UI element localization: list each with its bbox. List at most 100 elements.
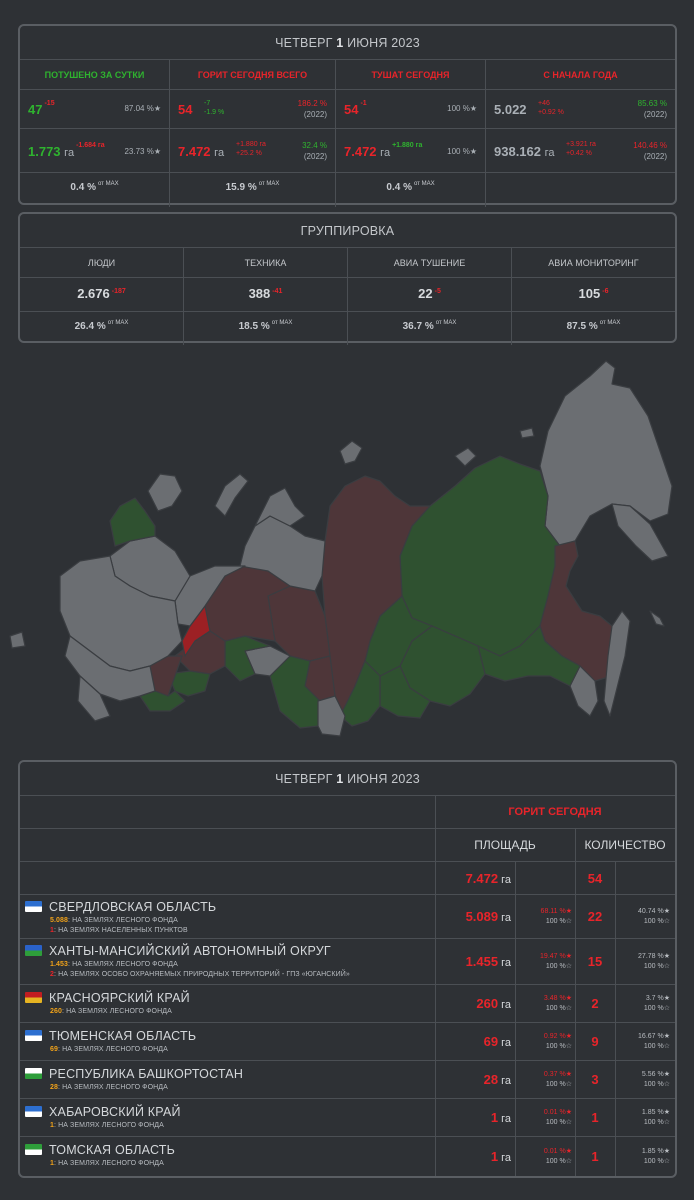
burning-pct-cell: 15.9 % от MAX (170, 173, 336, 207)
map-region-chukotka (539, 360, 673, 547)
header-aviation-firefighting: АВИА ТУШЕНИЕ (348, 248, 512, 278)
map-region-yamal-north (254, 487, 306, 527)
aviation-firefighting-count: 22 -5 (348, 276, 512, 312)
region-flag-icon (25, 1106, 42, 1117)
region-area: 1 га (490, 1149, 511, 1164)
people-count: 2.676 -187 (20, 276, 184, 312)
map-region-novaya-zemlya (214, 473, 249, 517)
region-count-pct: 1.85 %★ 100 %☆ (641, 1148, 670, 1165)
region-row[interactable]: ХАНТЫ-МАНСИЙСКИЙ АВТОНОМНЫЙ ОКРУГ 1.453: … (20, 938, 675, 984)
region-area: 1 га (490, 1110, 511, 1125)
regions-panel: ЧЕТВЕРГ 1 ИЮНЯ 2023 ГОРИТ СЕГОДНЯ ПЛОЩАД… (18, 760, 677, 1178)
region-flag-icon (25, 1144, 42, 1155)
map-region-tuva (339, 660, 381, 727)
aviation-firefighting-pct: 36.7 % от MAX (348, 312, 512, 345)
grouping-title: ГРУППИРОВКА (300, 224, 395, 238)
area-column-header: ПЛОЩАДЬ (474, 838, 536, 852)
region-area-pct: 3.48 %★ 100 %☆ (543, 995, 572, 1012)
extinguishing-area-cell: 7.472 га+1.880 га 100 %★ (336, 129, 486, 173)
region-count-pct: 5.56 %★ 100 %☆ (641, 1071, 670, 1088)
map-region-buryatia (379, 665, 431, 719)
header-people: ЛЮДИ (20, 248, 184, 278)
map-region-amur (477, 625, 581, 687)
map-region-kamchatka (611, 503, 669, 562)
region-count-pct: 40.74 %★ 100 %☆ (638, 908, 670, 925)
region-count: 1 (591, 1149, 599, 1164)
region-name: РЕСПУБЛИКА БАШКОРТОСТАН (49, 1067, 244, 1081)
map-svg (9, 360, 673, 737)
map-region-wrangel (519, 427, 535, 439)
header-since-year-start: С НАЧАЛА ГОДА (486, 60, 675, 90)
region-forest-land-note: 69: НА ЗЕМЛЯХ ЛЕСНОГО ФОНДА (50, 1046, 168, 1053)
region-forest-land-note: 28: НА ЗЕМЛЯХ ЛЕСНОГО ФОНДА (50, 1084, 168, 1091)
map-region-orenburg (139, 690, 186, 712)
year-count-cell: 5.022 +46 +0.92 % 85.63 % (2022) (486, 90, 675, 129)
region-name: ТЮМЕНСКАЯ ОБЛАСТЬ (49, 1029, 197, 1043)
map-region-sakhalin (603, 610, 631, 717)
aviation-monitoring-count: 105 -6 (512, 276, 675, 312)
total-area: 7.472 га (465, 871, 511, 886)
year-pct-cell (486, 173, 675, 207)
region-name: ТОМСКАЯ ОБЛАСТЬ (49, 1143, 175, 1157)
region-flag-icon (25, 992, 42, 1003)
region-count: 9 (591, 1034, 599, 1049)
region-area-pct: 68.11 %★ 100 %☆ (540, 908, 572, 925)
region-flag-icon (25, 1030, 42, 1041)
region-area: 1.455 га (465, 954, 511, 969)
map-region-yamal (239, 515, 326, 592)
extinguishing-pct-cell: 0.4 % от MAX (336, 173, 486, 207)
region-forest-land-note: 5.088: НА ЗЕМЛЯХ ЛЕСНОГО ФОНДА (50, 917, 178, 924)
extinguished-count-cell: 47 -15 87.04 %★ (20, 90, 170, 129)
region-forest-land-note: 1: НА ЗЕМЛЯХ ЛЕСНОГО ФОНДА (50, 1122, 164, 1129)
map-region-new-siberian-islands (454, 447, 477, 467)
header-equipment: ТЕХНИКА (184, 248, 348, 278)
region-name: ХАБАРОВСКИЙ КРАЙ (49, 1105, 181, 1119)
year-area-cell: 938.162 га +3.921 га +0.42 % 140.46 % (20… (486, 129, 675, 173)
region-row[interactable]: ХАБАРОВСКИЙ КРАЙ 1: НА ЗЕМЛЯХ ЛЕСНОГО ФОН… (20, 1098, 675, 1136)
extinguished-area-cell: 1.773 га-1.684 га 23.73 %★ (20, 129, 170, 173)
region-row[interactable]: ТЮМЕНСКАЯ ОБЛАСТЬ 69: НА ЗЕМЛЯХ ЛЕСНОГО Ф… (20, 1022, 675, 1060)
burning-count-cell: 54 -7 -1.9 % 186.2 % (2022) (170, 90, 336, 129)
equipment-pct: 18.5 % от MAX (184, 312, 348, 345)
summary-date-title: ЧЕТВЕРГ 1 ИЮНЯ 2023 (275, 36, 420, 50)
region-forest-land-note: 1.453: НА ЗЕМЛЯХ ЛЕСНОГО ФОНДА (50, 961, 178, 968)
region-area-pct: 0.01 %★ 100 %☆ (543, 1109, 572, 1126)
total-count: 54 (587, 871, 603, 886)
grouping-panel: ГРУППИРОВКА ЛЮДИ ТЕХНИКА АВИА ТУШЕНИЕ АВ… (18, 212, 677, 345)
header-extinguished: ПОТУШЕНО ЗА СУТКИ (20, 60, 170, 90)
region-area-pct: 0.37 %★ 100 %☆ (543, 1071, 572, 1088)
region-row[interactable]: КРАСНОЯРСКИЙ КРАЙ 260: НА ЗЕМЛЯХ ЛЕСНОГО … (20, 984, 675, 1022)
extinguished-pct-cell: 0.4 % от MAX (20, 173, 170, 207)
map-region-komi (174, 565, 246, 627)
region-count-pct: 1.85 %★ 100 %☆ (641, 1109, 670, 1126)
region-second-land-note: 2: НА ЗЕМЛЯХ ОСОБО ОХРАНЯЕМЫХ ПРИРОДНЫХ … (50, 971, 350, 978)
map-region-south-russia (64, 635, 156, 702)
people-pct: 26.4 % от MAX (20, 312, 184, 345)
region-flag-icon (25, 1068, 42, 1079)
region-area-pct: 0.92 %★ 100 %☆ (543, 1033, 572, 1050)
region-count: 2 (591, 996, 599, 1011)
region-area-pct: 0.01 %★ 100 %☆ (543, 1148, 572, 1165)
russia-fire-map (0, 356, 694, 756)
region-count-pct: 3.7 %★ 100 %☆ (643, 995, 670, 1012)
map-region-kaliningrad (9, 631, 26, 649)
region-forest-land-note: 260: НА ЗЕМЛЯХ ЛЕСНОГО ФОНДА (50, 1008, 172, 1015)
header-being-extinguished: ТУШАТ СЕГОДНЯ (336, 60, 486, 90)
region-count-pct: 27.78 %★ 100 %☆ (638, 953, 670, 970)
region-count: 22 (587, 909, 603, 924)
region-flag-icon (25, 945, 42, 956)
region-row[interactable]: РЕСПУБЛИКА БАШКОРТОСТАН 28: НА ЗЕМЛЯХ ЛЕС… (20, 1060, 675, 1098)
regions-date-title: ЧЕТВЕРГ 1 ИЮНЯ 2023 (275, 772, 420, 786)
map-region-murmansk (147, 473, 183, 512)
region-flag-icon (25, 901, 42, 912)
region-count: 1 (591, 1110, 599, 1125)
burning-area-cell: 7.472 га +1.880 га +25.2 % 32.4 % (2022) (170, 129, 336, 173)
region-row[interactable]: СВЕРДЛОВСКАЯ ОБЛАСТЬ 5.088: НА ЗЕМЛЯХ ЛЕС… (20, 894, 675, 938)
region-second-land-note: 1: НА ЗЕМЛЯХ НАСЕЛЕННЫХ ПУНКТОВ (50, 927, 188, 934)
region-area: 28 га (483, 1072, 511, 1087)
region-area: 69 га (483, 1034, 511, 1049)
region-row[interactable]: ТОМСКАЯ ОБЛАСТЬ 1: НА ЗЕМЛЯХ ЛЕСНОГО ФОНД… (20, 1136, 675, 1176)
burning-today-header: ГОРИТ СЕГОДНЯ (508, 806, 602, 818)
map-region-karelia (109, 497, 156, 547)
map-region-caucasus (77, 675, 111, 722)
